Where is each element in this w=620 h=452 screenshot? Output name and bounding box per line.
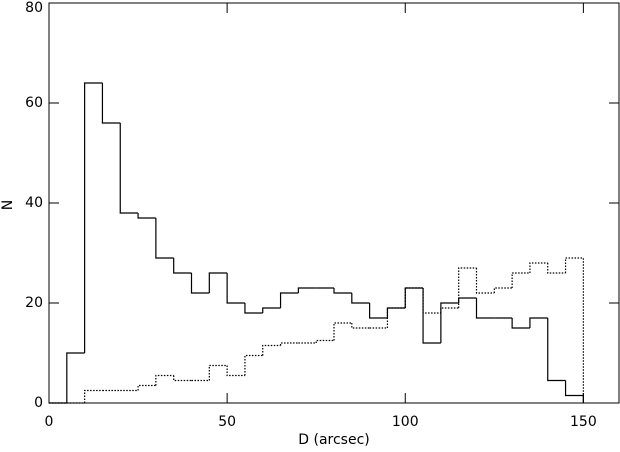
histogram-bin <box>226 365 245 377</box>
histogram-bin <box>351 293 370 304</box>
histogram-bin <box>66 352 85 403</box>
histogram-bin <box>511 318 530 329</box>
histogram-bin <box>173 375 192 382</box>
y-tick-label: 20 <box>25 295 43 311</box>
histogram-bin <box>315 339 334 343</box>
histogram-bin <box>386 307 406 318</box>
histogram-bin <box>386 307 406 328</box>
histogram-bin <box>137 384 156 391</box>
histogram-bin <box>333 288 352 294</box>
x-tick-label: 0 <box>45 414 54 430</box>
histogram-bin <box>84 82 103 353</box>
histogram-bin <box>101 83 121 124</box>
histogram-bin <box>84 389 103 403</box>
histogram-bin <box>333 322 352 341</box>
y-tick-label: 60 <box>25 95 43 111</box>
plot-frame <box>48 2 620 404</box>
x-tick-label: 50 <box>218 414 236 430</box>
histogram-bin <box>208 272 228 293</box>
histogram-bin <box>547 318 566 382</box>
histogram-bin <box>190 273 210 294</box>
histogram-bin <box>404 287 424 308</box>
histogram-bin <box>511 272 530 288</box>
histogram-bin <box>244 354 263 376</box>
x-tick-label: 150 <box>570 414 597 430</box>
x-tick-label: 100 <box>392 414 419 430</box>
histogram-bin <box>173 258 192 274</box>
histogram-bin <box>226 273 245 304</box>
histogram-bin <box>369 303 388 319</box>
histogram-bin <box>422 288 441 344</box>
y-tick-label: 40 <box>25 195 43 211</box>
histogram-bin <box>458 297 477 303</box>
histogram-bin <box>529 262 548 273</box>
histogram-bin <box>279 292 299 308</box>
histogram-bin <box>155 218 174 259</box>
histogram-bin <box>458 267 477 308</box>
histogram-bin <box>440 302 459 343</box>
histogram-bin <box>493 287 513 293</box>
histogram-bin <box>208 364 228 381</box>
histogram-bin <box>262 307 281 313</box>
histogram-bin <box>564 380 584 403</box>
histogram-bin <box>297 287 317 293</box>
histogram-bin <box>440 307 459 313</box>
histogram-bin <box>137 213 156 219</box>
histogram-bin <box>244 303 263 314</box>
histogram-bin <box>475 268 495 294</box>
histogram-bin <box>422 288 441 314</box>
y-tick-label: 80 <box>25 0 43 16</box>
histogram-bin <box>262 344 281 356</box>
y-tick-label: 0 <box>34 395 43 411</box>
histogram-bin <box>529 317 548 328</box>
histogram-bin <box>119 123 139 214</box>
histogram-bin <box>279 342 299 346</box>
x-axis-label: D (arcsec) <box>298 432 369 448</box>
histogram-bin <box>475 298 495 319</box>
histogram-bin <box>351 323 370 329</box>
histogram-bin <box>564 257 584 403</box>
histogram-bin <box>155 374 174 386</box>
histogram-bin <box>404 287 424 308</box>
y-axis-label: N <box>0 200 16 210</box>
histogram-bin <box>547 263 566 274</box>
